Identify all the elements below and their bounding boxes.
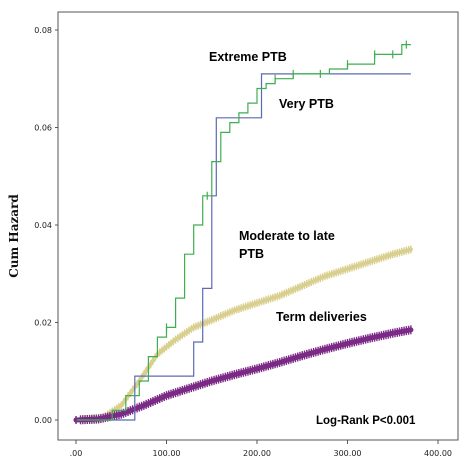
annotation-extreme-ptb: Extreme PTB — [209, 50, 287, 64]
y-axis: 0.00 0.02 0.04 0.06 0.08 — [34, 26, 58, 425]
y-tick-label: 0.04 — [34, 221, 52, 230]
y-tick-label: 0.06 — [34, 124, 52, 133]
series-term-censor-marks — [79, 325, 412, 425]
series-very-censor-marks — [165, 40, 407, 332]
y-tick-label: 0.02 — [34, 319, 52, 328]
x-tick-label: .00 — [70, 449, 83, 458]
x-tick-label: 100.00 — [153, 449, 181, 458]
y-tick-label: 0.00 — [34, 416, 52, 425]
annotation-moderate-line2: PTB — [239, 247, 264, 261]
y-tick-label: 0.08 — [34, 26, 52, 35]
series-layer — [73, 40, 414, 425]
series-extreme-line — [76, 73, 411, 421]
x-axis: .00 100.00 200.00 300.00 400.00 — [70, 440, 452, 458]
x-tick-label: 400.00 — [424, 449, 452, 458]
x-tick-label: 300.00 — [334, 449, 362, 458]
x-tick-label: 200.00 — [243, 449, 271, 458]
annotation-term-deliveries: Term deliveries — [276, 310, 367, 324]
plot-area — [57, 11, 459, 441]
annotation-moderate-line1: Moderate to late — [239, 229, 335, 243]
annotation-logrank: Log-Rank P<0.001 — [316, 415, 416, 427]
annotation-very-ptb: Very PTB — [279, 97, 334, 111]
y-axis-label: Cum Hazard — [7, 194, 21, 278]
